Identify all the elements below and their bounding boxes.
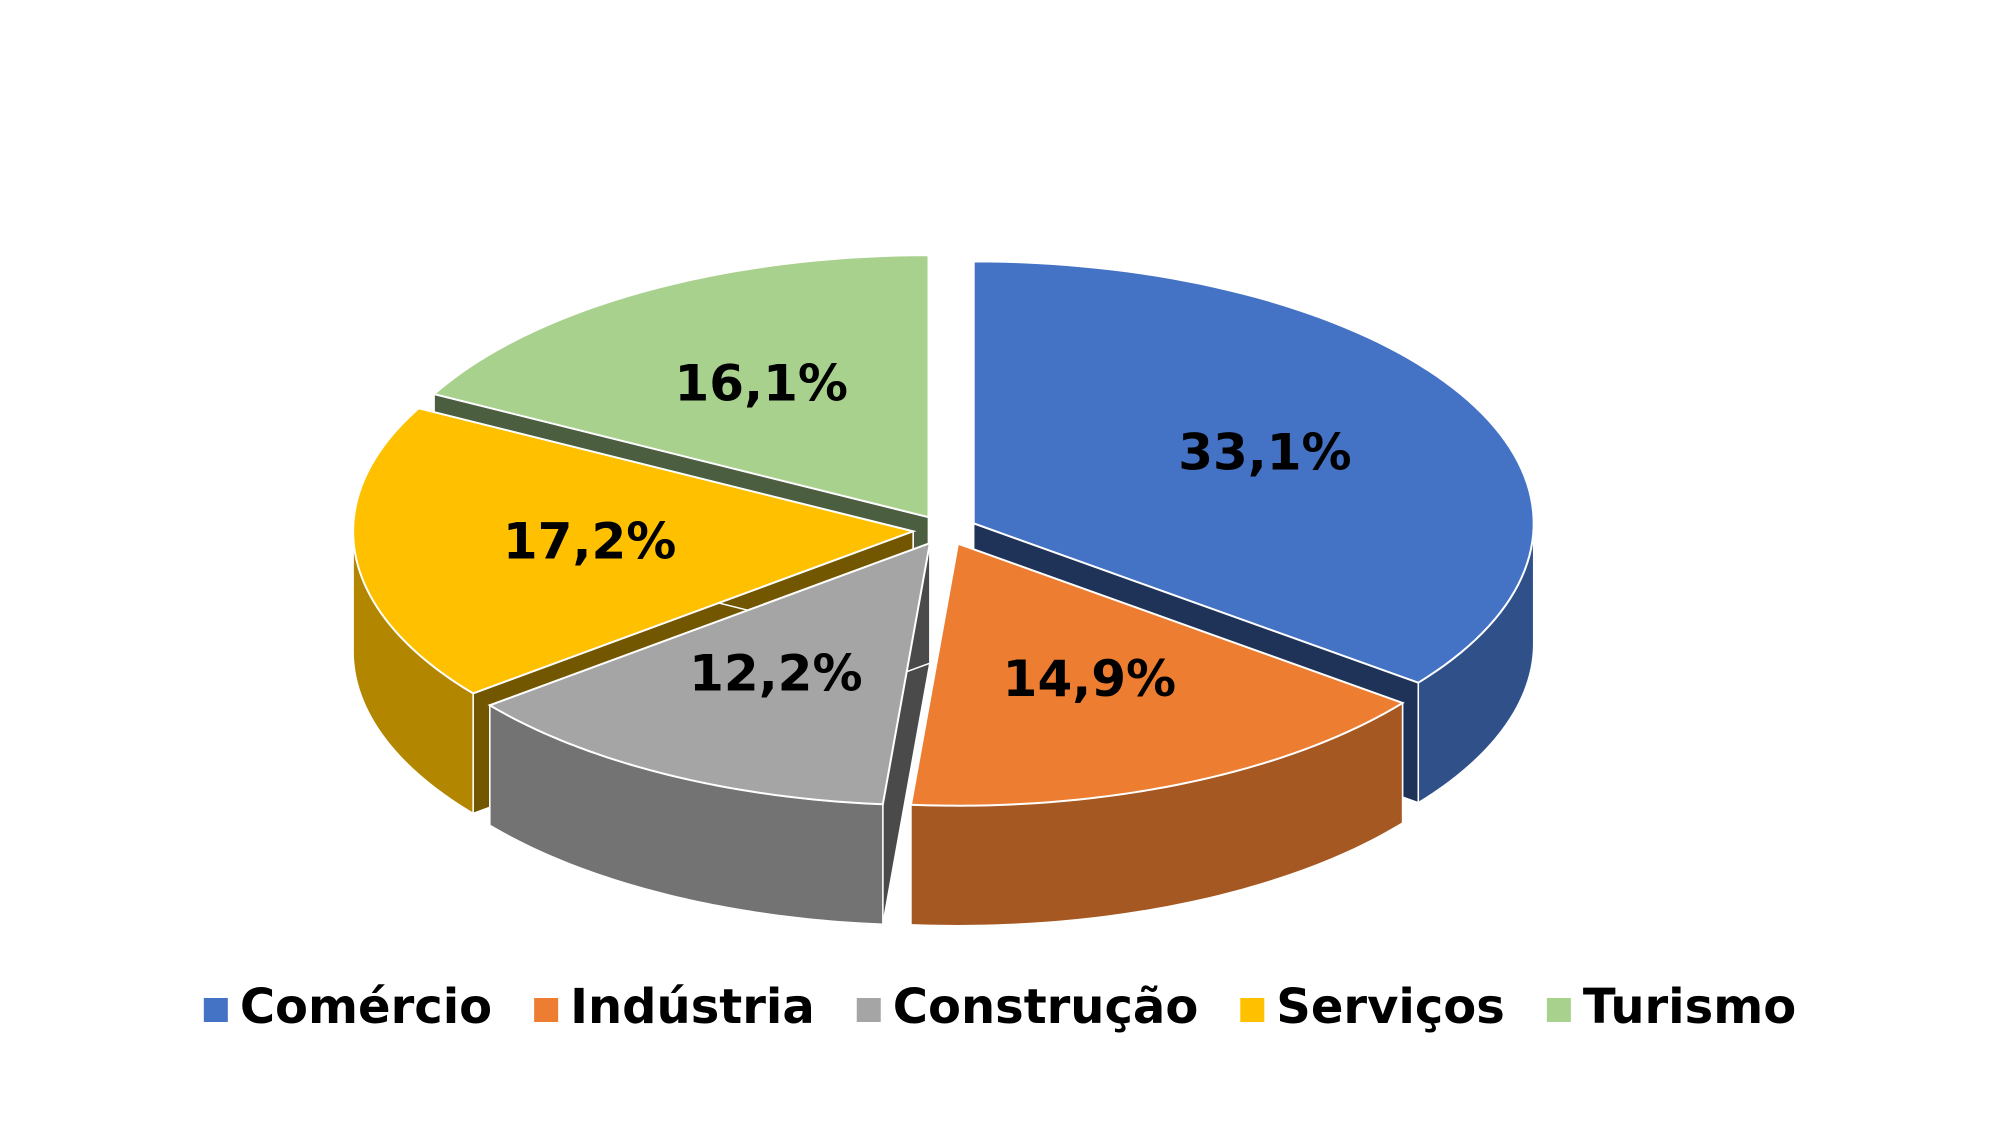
legend-swatch bbox=[1546, 998, 1571, 1022]
data-label: 12,2% bbox=[689, 644, 862, 702]
data-label: 33,1% bbox=[1178, 424, 1351, 482]
slice-top bbox=[432, 254, 930, 519]
slice: 14,9% bbox=[909, 542, 1405, 927]
legend: Comércio Indústria Construção Serviços Turis… bbox=[203, 979, 1796, 1035]
legend-label: Indústria bbox=[570, 979, 815, 1035]
legend-swatch bbox=[856, 998, 881, 1022]
slice-top bbox=[909, 542, 1405, 807]
legend-label: Turismo bbox=[1583, 979, 1796, 1035]
legend-label: Serviços bbox=[1276, 979, 1505, 1035]
slice-top bbox=[352, 407, 917, 695]
data-label: 16,1% bbox=[675, 354, 848, 412]
data-label: 14,9% bbox=[1003, 650, 1176, 708]
legend-swatch bbox=[203, 998, 228, 1022]
legend-label: Construção bbox=[893, 979, 1199, 1035]
legend-swatch bbox=[534, 998, 559, 1022]
slice-top bbox=[487, 541, 932, 806]
legend-swatch bbox=[1240, 998, 1265, 1022]
data-label: 17,2% bbox=[503, 512, 676, 570]
legend-label: Comércio bbox=[240, 979, 492, 1035]
slice: 12,2% bbox=[487, 541, 932, 926]
slice-top bbox=[972, 260, 1535, 684]
